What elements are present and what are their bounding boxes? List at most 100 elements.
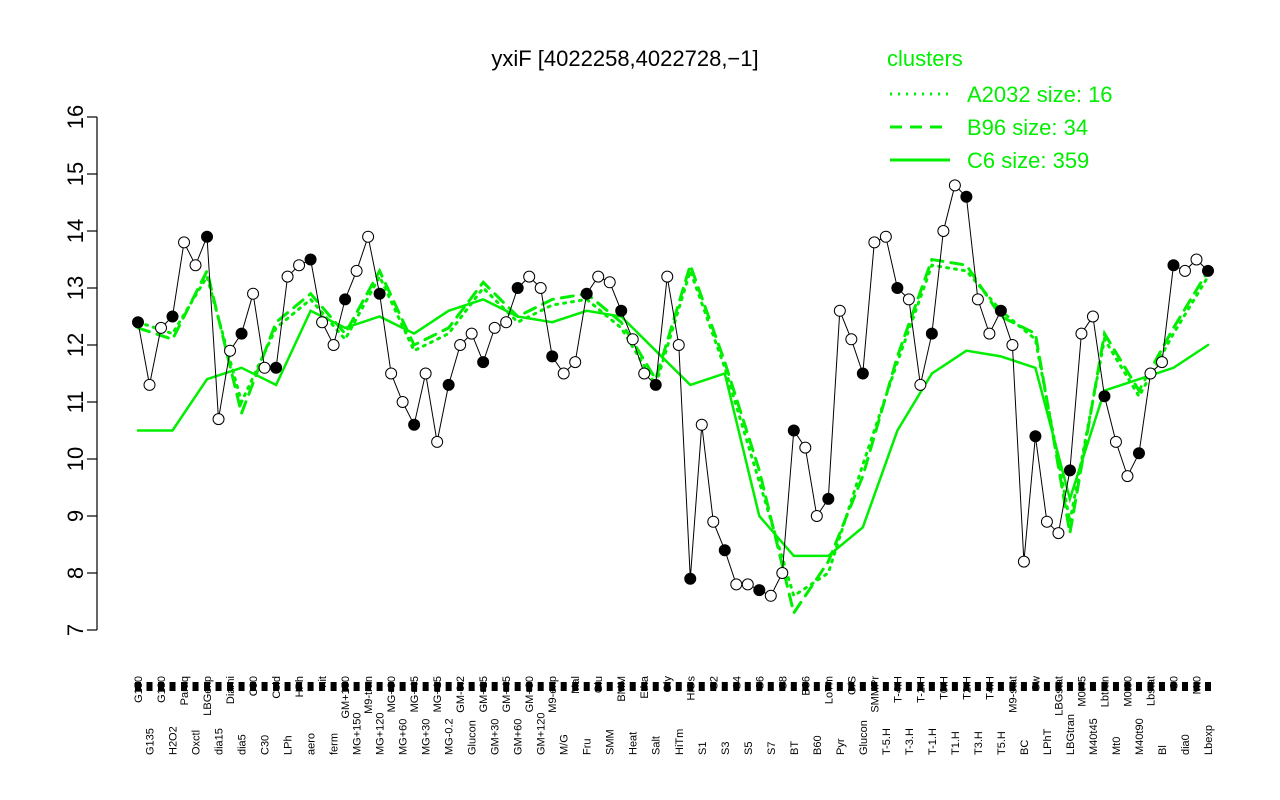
x-tick-label: B36 xyxy=(800,676,812,696)
x-tick xyxy=(1158,682,1165,691)
x-tick-label: T-4.H xyxy=(892,676,904,703)
x-tick-label: Mt0 xyxy=(1111,737,1123,755)
points-layer xyxy=(132,179,1214,602)
data-point xyxy=(155,321,168,334)
data-point xyxy=(592,270,605,283)
chart-title: yxiF [4022258,4022728,−1] xyxy=(491,46,758,71)
x-tick-label: LBGexp xyxy=(202,676,214,716)
data-point xyxy=(1052,527,1065,540)
x-tick-label: Sw xyxy=(1030,676,1042,691)
x-tick-label: HiOs xyxy=(685,676,697,701)
data-point xyxy=(385,367,398,380)
x-tick-label: M9-exp xyxy=(547,676,559,713)
data-point xyxy=(224,344,237,357)
x-tick xyxy=(1112,682,1119,691)
x-tick-label: Gly xyxy=(662,676,674,693)
x-tick xyxy=(457,682,464,691)
x-tick xyxy=(399,682,406,691)
x-tick xyxy=(135,682,141,691)
y-tick-label: 11 xyxy=(63,391,88,414)
points-connector xyxy=(137,184,1209,597)
x-tick-label: ferm xyxy=(329,733,341,755)
data-point xyxy=(178,236,191,249)
x-tick xyxy=(652,682,659,691)
x-tick-label: G180 xyxy=(156,676,168,703)
x-tick-label: GM+120 xyxy=(536,713,548,756)
data-point xyxy=(983,327,996,340)
data-point xyxy=(902,293,915,306)
x-tick xyxy=(859,682,866,691)
x-tick xyxy=(273,682,280,691)
data-point xyxy=(638,367,651,380)
x-tick-label: GM-0.2 xyxy=(455,676,467,713)
x-tick-label: dia0 xyxy=(1180,734,1192,755)
data-point xyxy=(718,544,731,557)
y-tick-label: 14 xyxy=(63,219,88,243)
x-tick xyxy=(917,682,924,691)
data-point xyxy=(994,304,1007,317)
x-tick-label: S0 xyxy=(1168,676,1180,689)
x-tick-label: HPh xyxy=(294,676,306,697)
x-tick-label: Lbstat xyxy=(1145,676,1157,706)
x-tick-label: LBGtran xyxy=(1065,714,1077,755)
x-tick xyxy=(215,682,222,691)
x-tick xyxy=(940,682,947,691)
data-point xyxy=(1121,470,1134,483)
x-tick-label: LBGstat xyxy=(1053,676,1065,716)
x-tick xyxy=(1135,682,1142,691)
y-tick-label: 9 xyxy=(63,510,88,522)
data-point xyxy=(649,378,662,391)
y-tick-label: 10 xyxy=(63,447,88,471)
x-tick xyxy=(813,682,820,691)
x-tick xyxy=(204,682,211,691)
x-tick-label: Etha xyxy=(639,675,651,699)
data-point xyxy=(764,589,777,602)
x-tick xyxy=(951,682,958,691)
x-tick xyxy=(1043,682,1050,691)
data-point xyxy=(534,282,547,294)
x-tick xyxy=(1193,682,1200,691)
x-tick xyxy=(1032,682,1039,691)
data-point xyxy=(454,339,467,351)
x-tick-label: M9-tran xyxy=(363,676,375,714)
x-tick-label: M9-stat xyxy=(1007,676,1019,713)
x-tick-label: LPh xyxy=(283,735,295,755)
x-tick-label: MG+30 xyxy=(421,719,433,755)
x-tick xyxy=(698,682,705,691)
x-tick xyxy=(1089,682,1096,691)
x-tick xyxy=(572,682,579,691)
data-point xyxy=(580,287,593,300)
x-tick xyxy=(411,682,418,691)
data-point xyxy=(465,327,478,340)
x-tick-label: Fru xyxy=(582,739,594,756)
data-point xyxy=(1155,356,1168,369)
x-tick-label: BT xyxy=(789,741,801,755)
x-tick-label: Salt xyxy=(651,736,663,755)
x-tick xyxy=(376,682,383,691)
x-tick-label: dia15 xyxy=(214,728,226,755)
x-tick-label: S3 xyxy=(720,742,732,755)
x-tick xyxy=(468,682,475,691)
x-tick xyxy=(583,682,590,691)
x-tick-label: GM+150 xyxy=(340,676,352,719)
x-tick xyxy=(618,682,625,691)
x-tick xyxy=(1101,682,1108,691)
x-tick xyxy=(146,682,153,691)
data-point xyxy=(477,356,490,369)
x-tick-label: Pyr xyxy=(835,738,847,755)
x-tick-label: aero xyxy=(306,733,318,755)
x-tick-label: Mt0 xyxy=(1191,676,1203,694)
x-tick xyxy=(330,682,337,691)
x-tick-label: S8 xyxy=(777,676,789,689)
y-tick-label: 16 xyxy=(63,105,88,129)
y-tick-label: 13 xyxy=(63,276,88,300)
x-tick xyxy=(181,682,188,691)
x-tick xyxy=(606,682,613,691)
x-tick xyxy=(549,682,556,691)
data-point xyxy=(373,287,386,300)
data-point xyxy=(419,367,432,380)
x-tick-label: G135 xyxy=(145,728,157,755)
x-tick-label: BMM xyxy=(616,676,628,702)
data-point xyxy=(166,310,179,323)
x-tick xyxy=(779,682,786,691)
